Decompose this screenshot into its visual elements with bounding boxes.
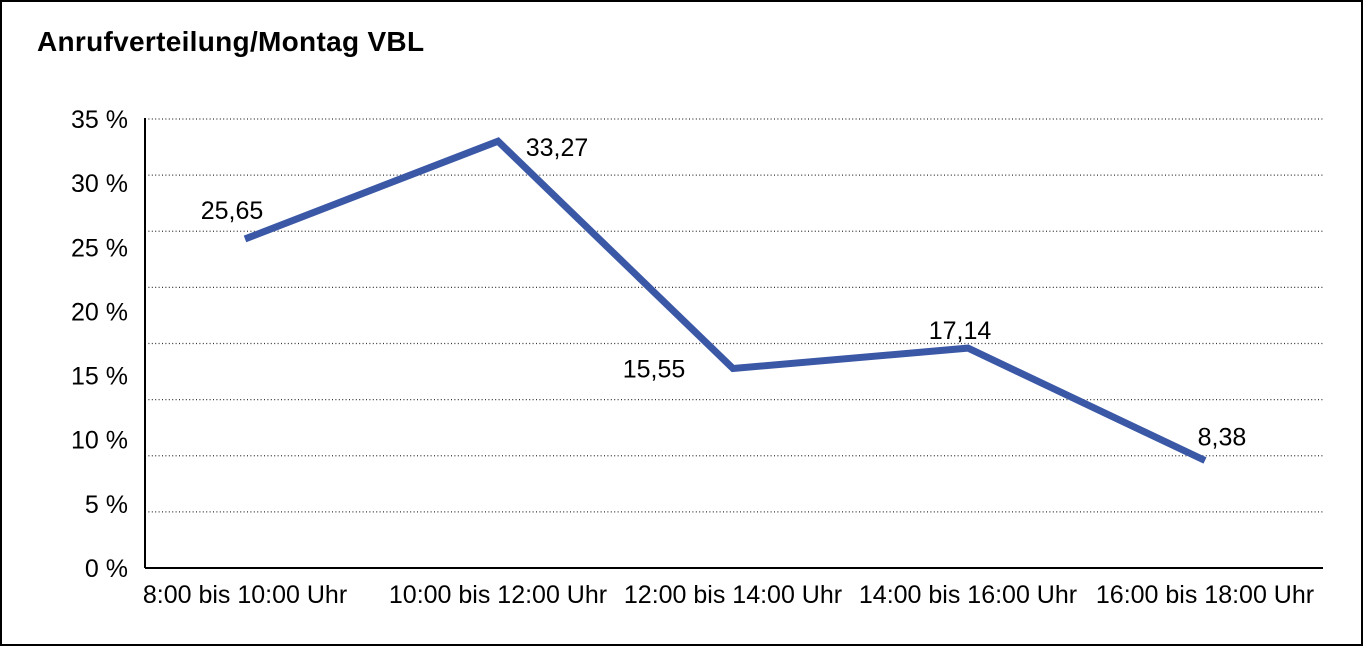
x-axis-tick-label: 14:00 bis 16:00 Uhr <box>859 581 1077 609</box>
y-axis-tick-label: 25 % <box>71 234 128 262</box>
y-axis-tick-label: 10 % <box>71 427 128 455</box>
y-axis-tick-label: 15 % <box>71 363 128 391</box>
data-series-line <box>243 137 1207 464</box>
x-axis-tick-label: 12:00 bis 14:00 Uhr <box>624 581 842 609</box>
x-axis-tick-label: 8:00 bis 10:00 Uhr <box>143 581 347 609</box>
y-axis-tick-label: 20 % <box>71 298 128 326</box>
y-axis-tick-label: 35 % <box>71 106 128 134</box>
data-point-label: 33,27 <box>526 134 589 162</box>
data-point-label: 17,14 <box>929 317 992 345</box>
x-axis-tick-label: 10:00 bis 12:00 Uhr <box>389 581 607 609</box>
chart-title: Anrufverteilung/Montag VBL <box>37 26 425 57</box>
data-point-label: 8,38 <box>1198 423 1247 451</box>
y-axis-tick-label: 5 % <box>85 491 128 519</box>
x-axis-tick-label: 16:00 bis 18:00 Uhr <box>1096 581 1314 609</box>
data-point-label: 25,65 <box>201 197 264 225</box>
data-point-label: 15,55 <box>623 356 686 384</box>
y-axis-tick-label: 0 % <box>85 555 128 583</box>
y-axis-tick-label: 30 % <box>71 170 128 198</box>
